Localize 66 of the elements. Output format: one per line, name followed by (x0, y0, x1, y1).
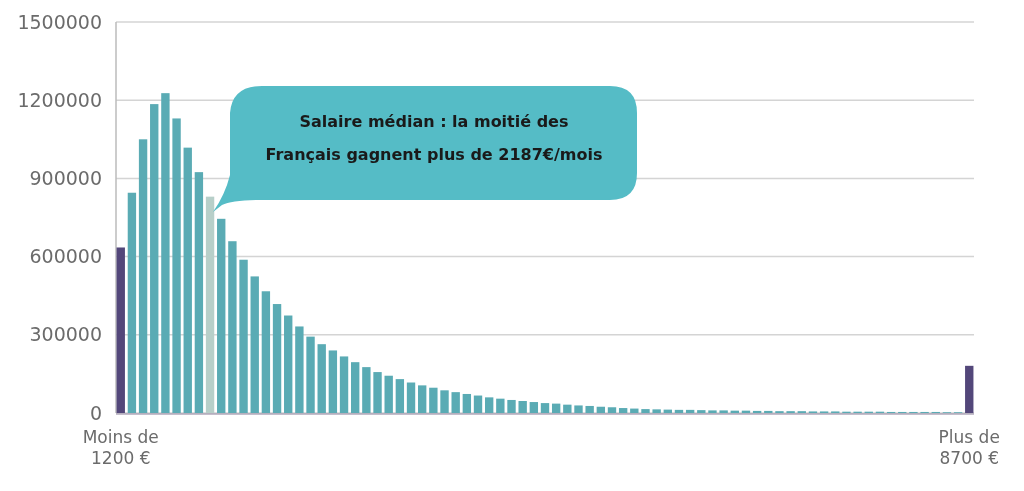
bar (395, 379, 405, 413)
x-tick-label: Plus de 8700 € (938, 427, 1000, 469)
bar (585, 405, 594, 413)
bar (764, 410, 773, 413)
bar (674, 409, 684, 413)
bar (250, 276, 259, 413)
bar (484, 397, 494, 413)
bar (418, 385, 427, 413)
bar (306, 336, 315, 413)
bar (641, 409, 650, 413)
bar (272, 304, 282, 413)
bar (116, 247, 125, 413)
bar (551, 403, 561, 413)
y-tick-label: 0 (89, 401, 102, 424)
bar (228, 241, 237, 413)
bar (183, 147, 192, 413)
annotation: Salaire médian : la moitié des Français gagnent plus de 2187€/mois (265, 112, 603, 164)
bar (138, 139, 148, 413)
bar (518, 401, 527, 413)
y-tick-label: 300000 (29, 323, 102, 346)
bar (362, 367, 371, 413)
bar (752, 410, 762, 413)
bar (473, 395, 483, 413)
bar (630, 408, 639, 413)
bar (284, 315, 293, 413)
bar (261, 291, 271, 413)
y-tick-label: 900000 (29, 167, 102, 190)
bar (540, 403, 550, 413)
bar (965, 365, 974, 413)
bar (429, 387, 438, 413)
bar (451, 392, 460, 413)
bar (127, 192, 137, 413)
bar (217, 218, 226, 413)
bar (563, 404, 572, 413)
y-tick-label: 1200000 (17, 88, 102, 111)
bar (351, 362, 360, 413)
bar (697, 410, 706, 413)
bar (719, 410, 728, 413)
y-tick-label: 1500000 (17, 10, 102, 33)
bar (373, 372, 382, 413)
x-tick-label: Moins de 1200 € (82, 427, 159, 469)
bar (150, 104, 159, 413)
bar (618, 408, 628, 413)
y-tick-label: 600000 (29, 245, 102, 268)
bar (574, 405, 583, 413)
bar (194, 172, 204, 413)
bar (339, 356, 349, 413)
bar (652, 409, 661, 413)
bar (685, 409, 695, 413)
bar (462, 393, 472, 413)
bar (239, 259, 248, 413)
bar (708, 410, 717, 413)
bar (607, 407, 617, 413)
bar (172, 118, 181, 413)
bar (496, 398, 505, 413)
bar (161, 93, 170, 413)
bar (384, 375, 393, 413)
bar (205, 196, 215, 413)
bar (596, 406, 606, 413)
bar (328, 350, 338, 413)
bar (295, 326, 304, 413)
bar (317, 344, 326, 413)
bar (440, 390, 449, 413)
bar (406, 382, 416, 413)
bar (507, 399, 516, 413)
bar (529, 402, 539, 413)
